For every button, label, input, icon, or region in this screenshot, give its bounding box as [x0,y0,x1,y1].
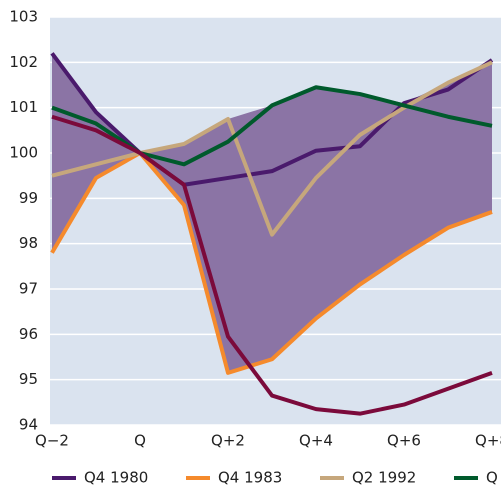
line [51,85,493,167]
y-tick-label: 94 [19,416,38,434]
x-tick-label: Q+6 [387,432,421,450]
x-tick-label: Q+8 [475,432,501,450]
y-tick-label: 95 [19,370,38,388]
y-tick-label: 97 [19,280,38,298]
y-tick-label: 98 [19,234,38,252]
y-tick-label: 100 [9,144,38,162]
x-tick-label: Q+2 [211,432,245,450]
x-tick-label: Q [134,432,146,450]
legend-label: Q [486,469,498,487]
y-tick-label: 101 [9,98,38,116]
line [50,151,493,375]
x-tick-label: Q−2 [35,432,69,450]
line [51,60,493,237]
legend-label: Q4 1983 [218,469,282,487]
line [51,114,493,416]
legend-label: Q2 1992 [352,469,416,487]
y-tick-label: 102 [9,53,38,71]
range-band [52,53,492,373]
y-tick-label: 99 [19,189,38,207]
x-tick-label: Q+4 [299,432,333,450]
legend-label: Q4 1980 [84,469,148,487]
y-tick-label: 103 [9,8,38,26]
y-tick-label: 96 [19,325,38,343]
